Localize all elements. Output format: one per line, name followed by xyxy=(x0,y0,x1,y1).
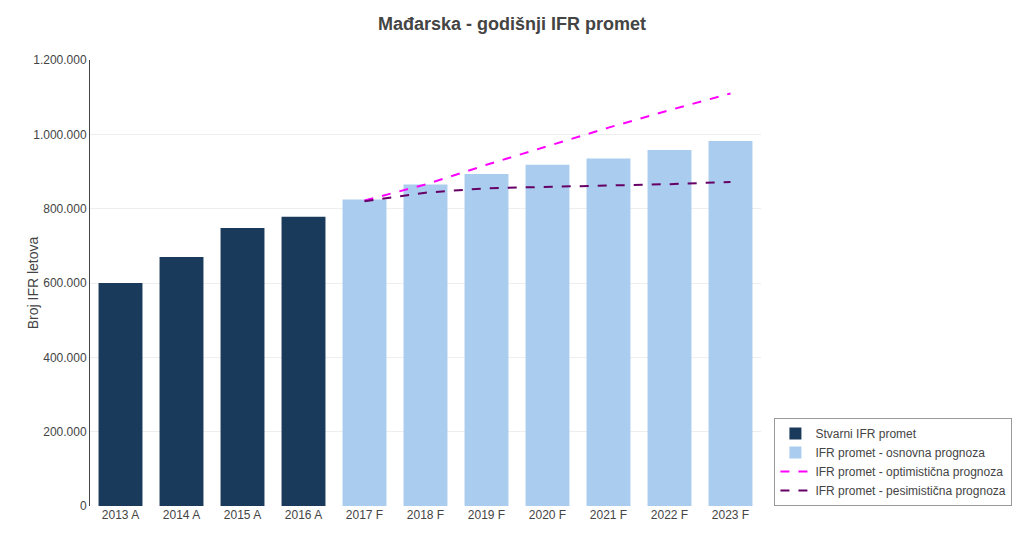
svg-text:Broj IFR letova: Broj IFR letova xyxy=(25,236,41,329)
svg-text:800.000: 800.000 xyxy=(43,202,87,216)
svg-text:200.000: 200.000 xyxy=(43,425,87,439)
svg-text:Mađarska - godišnji IFR promet: Mađarska - godišnji IFR promet xyxy=(378,14,646,34)
svg-text:2017 F: 2017 F xyxy=(346,508,383,522)
svg-text:0: 0 xyxy=(80,499,87,513)
svg-text:IFR promet - osnovna prognoza: IFR promet - osnovna prognoza xyxy=(815,446,985,460)
svg-text:2023 F: 2023 F xyxy=(712,508,749,522)
svg-text:2022 F: 2022 F xyxy=(651,508,688,522)
svg-text:600.000: 600.000 xyxy=(43,276,87,290)
svg-text:2019 F: 2019 F xyxy=(468,508,505,522)
svg-text:1.000.000: 1.000.000 xyxy=(33,128,87,142)
svg-text:IFR promet - pesimistična prog: IFR promet - pesimistična prognoza xyxy=(815,484,1005,498)
svg-text:2020 F: 2020 F xyxy=(529,508,566,522)
svg-text:Stvarni IFR promet: Stvarni IFR promet xyxy=(815,427,916,441)
svg-text:2014 A: 2014 A xyxy=(163,508,200,522)
svg-text:400.000: 400.000 xyxy=(43,351,87,365)
svg-text:2016 A: 2016 A xyxy=(285,508,322,522)
svg-text:IFR promet - optimistična prog: IFR promet - optimistična prognoza xyxy=(815,465,1003,479)
svg-text:2018 F: 2018 F xyxy=(407,508,444,522)
svg-text:1.200.000: 1.200.000 xyxy=(33,53,87,67)
svg-text:2021 F: 2021 F xyxy=(590,508,627,522)
svg-text:2013 A: 2013 A xyxy=(102,508,139,522)
svg-text:2015 A: 2015 A xyxy=(224,508,261,522)
